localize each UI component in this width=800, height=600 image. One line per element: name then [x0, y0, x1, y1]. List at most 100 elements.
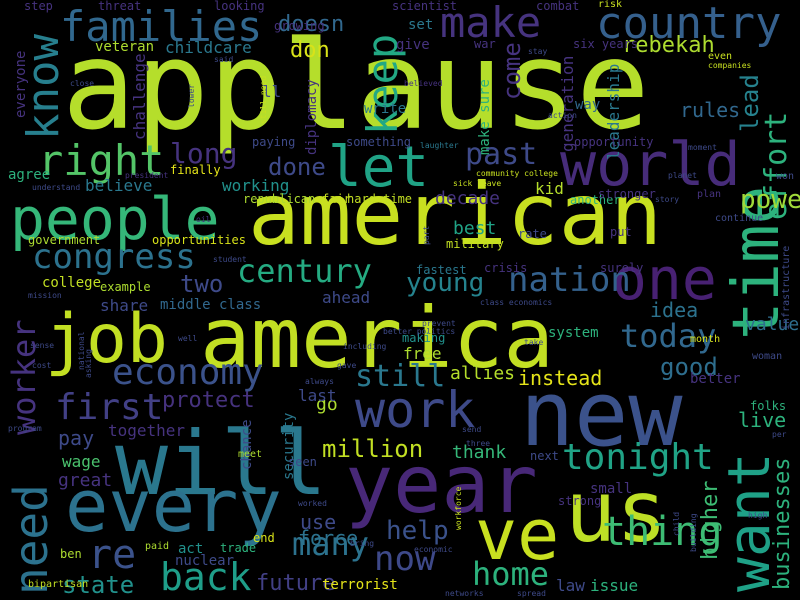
word-agree: agree — [8, 167, 51, 183]
word-rules: rules — [680, 98, 741, 122]
word-write: write — [364, 101, 407, 117]
word-growing: growing — [274, 19, 325, 33]
word-system: system — [548, 325, 599, 341]
word-every: every — [65, 464, 282, 548]
word-instead: instead — [518, 366, 603, 390]
word-set: set — [408, 17, 434, 33]
word-folks: folks — [750, 399, 787, 413]
word-threat: threat — [98, 0, 142, 13]
word-done: done — [268, 153, 326, 181]
word-decade: decade — [435, 188, 501, 209]
word-rate: rate — [518, 227, 547, 241]
word-war: war — [474, 37, 496, 51]
word-new: new — [520, 362, 683, 467]
word-including: including — [343, 342, 387, 351]
word-scientist: scientist — [392, 0, 458, 13]
word-sick-leave: sick leave — [453, 179, 502, 188]
word-combat: combat — [536, 0, 580, 13]
word-six-years: six years — [573, 37, 639, 51]
word-chance: chance — [239, 419, 255, 470]
word-thank: thank — [452, 442, 507, 463]
word-story: story — [655, 195, 680, 204]
word-middle-class: middle class — [160, 297, 262, 313]
word-us: us — [565, 463, 668, 562]
word-cost: cost — [32, 361, 52, 370]
word-three: three — [466, 439, 491, 448]
word-example: example — [100, 280, 151, 294]
word-don: don — [290, 38, 330, 63]
word-give: give — [396, 37, 430, 53]
word-allies: allies — [450, 363, 516, 384]
word-high: high — [748, 511, 768, 520]
word-understand: understand — [32, 183, 81, 192]
word-send: send — [462, 425, 482, 434]
word-great: great — [58, 470, 113, 491]
word-president: president — [125, 171, 169, 180]
word-diplomacy: diplomacy — [304, 79, 320, 155]
word-nation: nation — [508, 260, 631, 300]
word-value: value — [745, 314, 800, 335]
word-companies: companies — [708, 61, 752, 70]
word-first: first — [55, 387, 164, 428]
word-tonight: tonight — [562, 437, 714, 478]
word-now: now — [374, 539, 436, 579]
word-said: said — [214, 55, 234, 64]
word-take: take — [524, 338, 544, 347]
word-year: year — [345, 438, 538, 531]
word-bring: bring — [350, 539, 375, 548]
word-past: past — [465, 137, 538, 172]
word-planet: planet — [668, 171, 697, 180]
word-businesses: businesses — [770, 457, 795, 590]
word-worker: worker — [5, 319, 43, 435]
word-right: right — [38, 136, 165, 185]
word-make: make — [440, 0, 542, 47]
word-program: program — [8, 424, 42, 433]
word-security: security — [281, 412, 297, 480]
word-together: together — [108, 421, 186, 440]
word-force: force — [298, 526, 359, 550]
word-terrorist: terrorist — [322, 577, 398, 593]
word-doesn: doesn — [278, 12, 345, 37]
word-surely: surely — [600, 261, 644, 275]
word-making: making — [402, 331, 446, 345]
word-opportunity: opportunity — [574, 135, 654, 149]
word-congress: congress — [32, 237, 196, 277]
word-share: share — [100, 296, 149, 315]
word-opportunities: opportunities — [152, 233, 246, 247]
word-finally: finally — [170, 163, 221, 177]
word-seen: seen — [288, 455, 317, 469]
word-gave: gave — [337, 361, 357, 370]
word-ahead: ahead — [322, 288, 371, 307]
word-action: action — [548, 111, 577, 120]
word-workforce: workforce — [454, 486, 463, 530]
word-fair: fair — [322, 192, 351, 206]
word-still: still — [355, 359, 446, 394]
word-risk: risk — [598, 0, 623, 10]
word-free: free — [403, 344, 442, 363]
word-put: put — [610, 225, 632, 239]
word-live: live — [738, 408, 787, 432]
word-good: good — [660, 353, 718, 381]
word-sense: sense — [30, 341, 55, 350]
word-well: well — [178, 334, 198, 343]
word-future: future — [256, 571, 336, 596]
word-another: another — [570, 193, 621, 207]
word-idea: idea — [650, 298, 699, 322]
word-make-sure: make sure — [477, 79, 493, 155]
word-worked: worked — [298, 499, 327, 508]
word-even: even — [708, 51, 733, 62]
word-issue: issue — [590, 576, 639, 595]
word-one: one — [612, 245, 717, 313]
word-fastest: fastest — [416, 263, 467, 277]
word-century: century — [237, 252, 372, 290]
word-community-college: community college — [476, 169, 558, 178]
word-state: state — [62, 571, 135, 599]
word-woman: woman — [752, 351, 783, 362]
word-prevent: prevent — [422, 319, 456, 328]
word-thing: thing — [602, 509, 723, 555]
word-something: something — [346, 135, 412, 149]
word-still-need: still need — [259, 75, 268, 124]
word-last: last — [298, 386, 337, 405]
word-ve: ve — [475, 494, 560, 576]
